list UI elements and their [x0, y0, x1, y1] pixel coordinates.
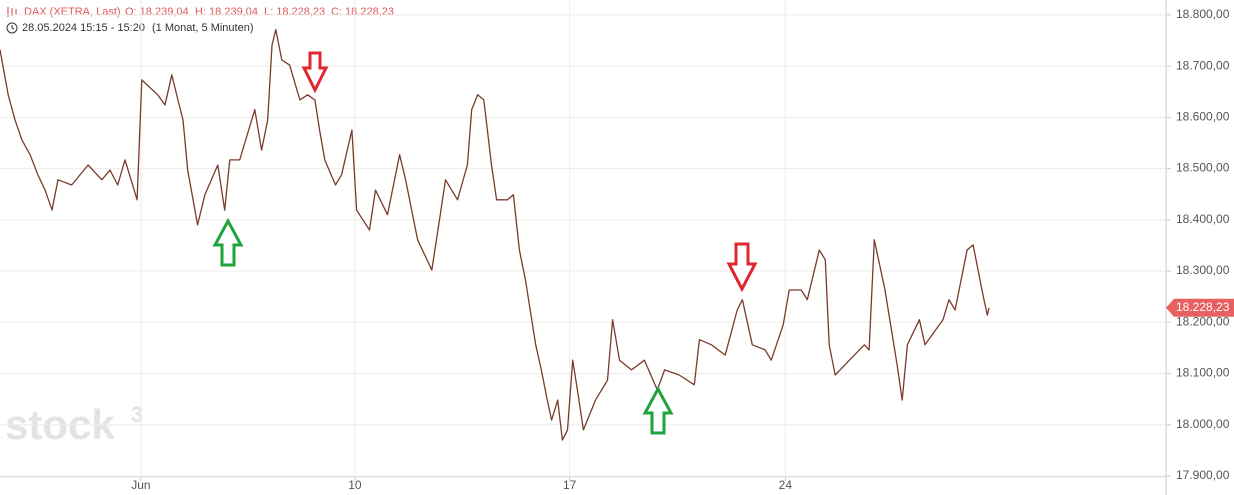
last-price-label: 18.228,23 [1176, 300, 1230, 314]
last-price-tag [1166, 298, 1234, 317]
y-tick-label: 18.100,00 [1176, 366, 1230, 380]
y-tick-label: 18.600,00 [1176, 110, 1230, 124]
x-tick-label: 17 [563, 478, 577, 492]
ohlc-label: H: 18.239,04 [195, 6, 258, 18]
clock-icon [6, 22, 18, 34]
ohlc-label: L: 18.228,23 [264, 6, 325, 18]
ohlc-label: O: 18.239,04 [125, 6, 189, 18]
y-tick-label: 18.800,00 [1176, 7, 1230, 21]
x-tick-label: 10 [348, 478, 362, 492]
x-tick-label: 24 [779, 478, 793, 492]
y-tick-label: 18.700,00 [1176, 58, 1230, 72]
y-tick-label: 18.200,00 [1176, 314, 1230, 328]
price-line [0, 29, 990, 441]
buy-arrow [212, 217, 244, 267]
sell-arrow [301, 51, 329, 94]
ohlc-label: C: 18.228,23 [331, 6, 394, 18]
y-tick-label: 17.900,00 [1176, 468, 1230, 482]
subtitle: 28.05.2024 15:15 - 15:20 [22, 22, 145, 34]
plot: 18.228,23 [0, 29, 1234, 441]
watermark-sup: 3 [131, 402, 143, 427]
chart-title: DAX (XETRA, Last) [24, 6, 121, 18]
y-tick-label: 18.500,00 [1176, 161, 1230, 175]
y-tick-label: 18.000,00 [1176, 417, 1230, 431]
x-tick-label: Jun [131, 478, 150, 492]
y-tick-label: 18.400,00 [1176, 212, 1230, 226]
buy-arrow [642, 385, 674, 435]
period: (1 Monat, 5 Minuten) [152, 22, 254, 34]
y-tick-label: 18.300,00 [1176, 263, 1230, 277]
sell-arrow [726, 242, 758, 293]
header-icon [7, 7, 17, 17]
